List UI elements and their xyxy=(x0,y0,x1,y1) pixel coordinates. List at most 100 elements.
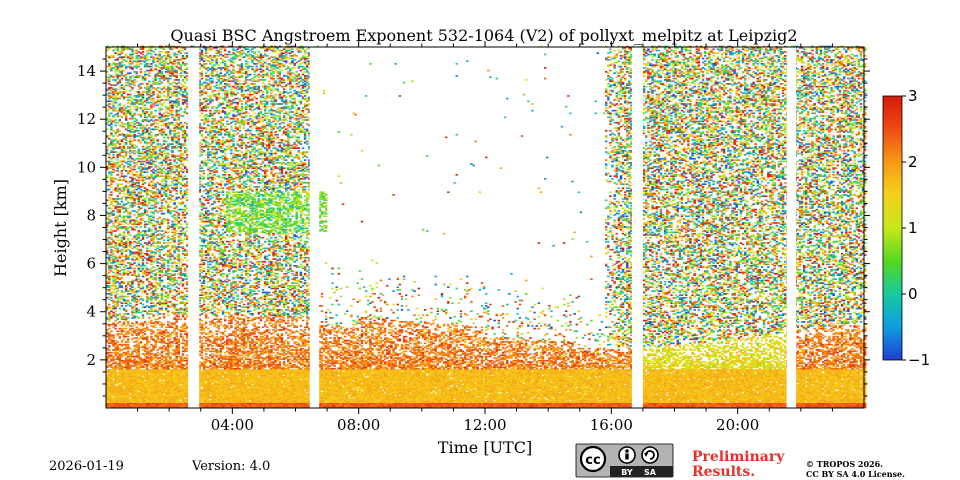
heatmap-cell xyxy=(110,84,112,86)
heatmap-cell xyxy=(123,369,125,371)
heatmap-cell xyxy=(119,250,121,252)
heatmap-cell xyxy=(119,183,121,185)
heatmap-cell xyxy=(110,369,112,371)
heatmap-cell xyxy=(117,266,119,268)
heatmap-cell xyxy=(112,100,114,102)
heatmap-cell xyxy=(117,344,119,346)
heatmap-cell xyxy=(112,55,114,57)
heatmap-cell xyxy=(123,104,125,106)
heatmap-cell xyxy=(110,107,112,109)
heatmap-cell xyxy=(117,82,119,84)
heatmap-cell xyxy=(112,210,114,212)
heatmap-cell xyxy=(117,260,119,262)
heatmap-cell xyxy=(117,92,119,94)
heatmap-cell xyxy=(123,91,125,93)
heatmap-cell xyxy=(123,113,125,115)
heatmap-cell xyxy=(119,161,121,163)
heatmap-cell xyxy=(121,91,123,93)
heatmap-cell xyxy=(121,281,123,283)
heatmap-cell xyxy=(119,130,121,132)
heatmap-cell xyxy=(112,151,114,153)
heatmap-cell xyxy=(112,76,114,78)
heatmap-cell xyxy=(112,139,114,141)
heatmap-cell xyxy=(110,249,112,251)
heatmap-cell xyxy=(114,48,116,50)
heatmap-cell xyxy=(108,135,110,137)
heatmap-cell xyxy=(108,369,110,371)
heatmap-cell xyxy=(123,179,125,181)
heatmap-cell xyxy=(121,221,123,223)
heatmap-cell xyxy=(110,67,112,69)
heatmap-cell xyxy=(110,150,112,152)
heatmap-cell xyxy=(110,338,112,340)
heatmap-cell xyxy=(112,352,114,354)
heatmap-cell xyxy=(123,155,125,157)
heatmap-cell xyxy=(110,198,112,200)
heatmap-cell xyxy=(108,349,110,351)
heatmap-cell xyxy=(119,96,121,98)
heatmap-cell xyxy=(119,264,121,266)
heatmap-cell xyxy=(114,265,116,267)
heatmap-cell xyxy=(117,264,119,266)
heatmap-cell xyxy=(112,147,114,149)
heatmap-cell xyxy=(119,270,121,272)
heatmap-cell xyxy=(108,352,110,354)
heatmap-cell xyxy=(117,98,119,100)
heatmap-cell xyxy=(119,203,121,205)
heatmap-cell xyxy=(114,234,116,236)
heatmap-cell xyxy=(112,50,114,52)
heatmap-cell xyxy=(114,125,116,127)
heatmap-cell xyxy=(119,321,121,323)
heatmap-cell xyxy=(123,215,125,217)
heatmap-cell xyxy=(108,87,110,89)
heatmap-cell xyxy=(119,179,121,181)
heatmap-cell xyxy=(119,54,121,56)
heatmap-cell xyxy=(114,268,116,270)
heatmap-cell xyxy=(117,201,119,203)
heatmap-cell xyxy=(121,274,123,276)
heatmap-cell xyxy=(114,316,116,318)
heatmap-cell xyxy=(123,264,125,266)
heatmap-cell xyxy=(119,384,121,386)
heatmap-cell xyxy=(117,215,119,217)
heatmap-cell xyxy=(117,293,119,295)
heatmap-cell xyxy=(119,336,121,338)
heatmap-cell xyxy=(123,134,125,136)
heatmap-cell xyxy=(121,179,123,181)
heatmap-cell xyxy=(112,222,114,224)
heatmap-cell xyxy=(110,292,112,294)
heatmap-cell xyxy=(110,100,112,102)
heatmap-cell xyxy=(108,213,110,215)
heatmap-cell xyxy=(110,316,112,318)
heatmap-cell xyxy=(119,313,121,315)
heatmap-cell xyxy=(119,273,121,275)
heatmap-cell xyxy=(108,237,110,239)
heatmap-cell xyxy=(114,187,116,189)
heatmap-cell xyxy=(110,158,112,160)
heatmap-cell xyxy=(123,298,125,300)
heatmap-cell xyxy=(114,285,116,287)
heatmap-cell xyxy=(123,70,125,72)
heatmap-cell xyxy=(108,272,110,274)
heatmap-cell xyxy=(121,170,123,172)
heatmap-cell xyxy=(108,138,110,140)
heatmap-cell xyxy=(110,246,112,248)
heatmap-cell xyxy=(121,94,123,96)
heatmap-cell xyxy=(108,106,110,108)
heatmap-cell xyxy=(123,316,125,318)
heatmap-cell xyxy=(112,169,114,171)
heatmap-cell xyxy=(119,330,121,332)
heatmap-cell xyxy=(114,102,116,104)
heatmap-cell xyxy=(108,113,110,115)
heatmap-cell xyxy=(119,56,121,58)
heatmap-cell xyxy=(108,345,110,347)
heatmap-cell xyxy=(110,55,112,57)
heatmap-cell xyxy=(121,316,123,318)
heatmap-cell xyxy=(110,211,112,213)
heatmap-cell xyxy=(121,349,123,351)
heatmap-cell xyxy=(121,84,123,86)
heatmap-cell xyxy=(123,338,125,340)
heatmap-cell xyxy=(117,198,119,200)
heatmap-cell xyxy=(108,328,110,330)
heatmap-cell xyxy=(119,125,121,127)
